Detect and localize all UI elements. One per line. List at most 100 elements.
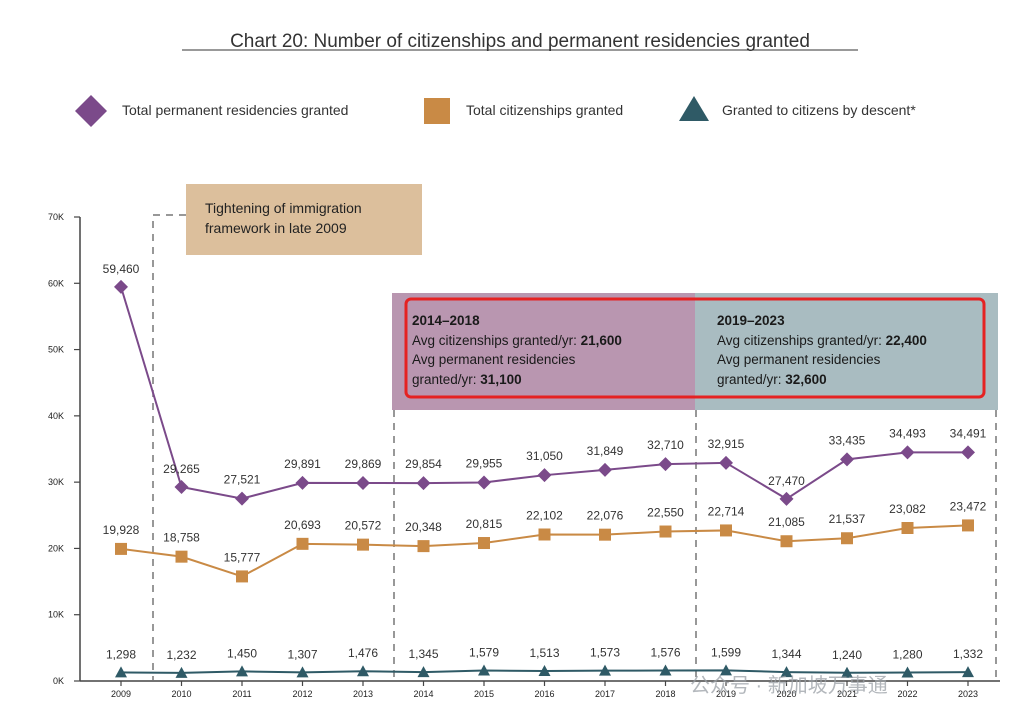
descent-point (901, 666, 914, 678)
data-label: 1,240 (832, 648, 862, 662)
data-label: 1,599 (711, 645, 741, 659)
descent-point (599, 664, 611, 676)
period1-line2: Avg permanent residencies (412, 352, 576, 367)
citizenship-point (236, 570, 248, 583)
period2-heading: 2019–2023 (717, 313, 785, 328)
data-label: 29,854 (405, 457, 442, 471)
data-label: 1,513 (529, 646, 559, 660)
citizenship-point (780, 535, 793, 548)
x-tick-label: 2012 (292, 689, 312, 699)
pr-point (114, 279, 128, 294)
descent-point (720, 664, 732, 676)
citizenship-point (175, 550, 188, 563)
x-tick-label: 2017 (595, 689, 615, 699)
pr-point (416, 476, 431, 491)
y-tick-label: 60K (48, 278, 64, 288)
data-label: 34,493 (889, 426, 926, 440)
watermark-text: 公众号 · 新加坡万事通 (690, 674, 888, 697)
highlight-outline (404, 297, 986, 399)
data-label: 21,537 (829, 512, 866, 526)
period2-line1: Avg citizenships granted/yr: 22,400 (717, 333, 927, 348)
data-label: 1,344 (771, 647, 801, 661)
period2-line2: Avg permanent residencies (717, 352, 881, 367)
x-tick-label: 2011 (232, 689, 251, 699)
data-label: 22,076 (587, 509, 624, 523)
legend-label-citizenships: Total citizenships granted (466, 102, 623, 118)
period1-line1: Avg citizenships granted/yr: 21,600 (412, 333, 622, 348)
data-label: 23,472 (950, 499, 987, 513)
pr-point (900, 445, 915, 460)
citizenship-point (720, 524, 732, 537)
pr-point (477, 475, 491, 490)
x-tick-label: 2020 (776, 689, 796, 699)
series-layer: 59,460 29,265 27,521 29,891 29,869 29,854 29,9… (103, 262, 987, 678)
citizenship-point (417, 540, 430, 553)
data-label: 31,050 (526, 449, 563, 463)
y-tick-label: 70K (48, 212, 64, 222)
data-label: 22,714 (708, 504, 745, 518)
data-label: 31,849 (587, 444, 624, 458)
data-label: 1,576 (650, 646, 680, 660)
tightening-box (186, 184, 422, 255)
y-tick-label: 20K (48, 543, 64, 553)
data-label: 22,102 (526, 508, 563, 522)
data-label: 34,491 (950, 426, 987, 440)
descent-point (417, 666, 430, 678)
data-label: 1,232 (166, 648, 196, 662)
data-label: 20,348 (405, 520, 442, 534)
data-label: 21,085 (768, 515, 805, 529)
period1-annotation: 2014–2018 Avg citizenships granted/yr: 2… (412, 313, 622, 387)
pr-point (235, 491, 249, 506)
data-label: 1,280 (892, 648, 922, 662)
legend-square-icon (424, 98, 450, 124)
descent-point (780, 666, 793, 678)
legend-triangle-icon (679, 96, 709, 121)
citizenship-point (478, 537, 490, 550)
data-label: 29,955 (466, 456, 503, 470)
citizenship-point (901, 521, 914, 534)
x-tick-label: 2023 (958, 689, 978, 699)
descent-point (175, 666, 188, 678)
data-label: 1,476 (348, 646, 378, 660)
pr-point (840, 452, 854, 467)
descent-point (962, 666, 974, 678)
data-label: 20,693 (284, 518, 321, 532)
descent-point (841, 666, 853, 678)
pr-point (658, 457, 673, 472)
x-tick-label: 2009 (111, 689, 131, 699)
data-label: 1,450 (227, 646, 257, 660)
x-tick-label: 2013 (353, 689, 373, 699)
pr-point (779, 491, 794, 506)
descent-point (357, 665, 369, 677)
y-tick-label: 40K (48, 411, 64, 421)
tightening-line1: Tightening of immigration (205, 200, 362, 216)
data-label: 1,345 (408, 647, 438, 661)
data-label: 1,579 (469, 646, 499, 660)
data-label: 1,573 (590, 646, 620, 660)
tightening-guide (152, 214, 186, 680)
y-ticks: 0K 10K 20K 30K 40K 50K 60K 70K (48, 212, 80, 686)
x-tick-label: 2010 (171, 689, 191, 699)
data-label: 59,460 (103, 262, 140, 276)
descent-point (115, 666, 127, 678)
descent-point (296, 666, 309, 678)
data-label: 22,550 (647, 506, 684, 520)
descent-point (236, 665, 248, 677)
x-tick-label: 2021 (837, 689, 857, 699)
tightening-line2: framework in late 2009 (205, 220, 347, 236)
citizenship-point (357, 538, 369, 551)
data-label: 23,082 (889, 502, 926, 516)
legend-label-descent: Granted to citizens by descent* (722, 102, 916, 118)
x-tick-label: 2022 (897, 689, 917, 699)
y-tick-label: 30K (48, 477, 64, 487)
x-tick-label: 2016 (534, 689, 554, 699)
descent-point (478, 664, 490, 676)
data-label: 27,470 (768, 474, 805, 488)
pr-point (719, 455, 733, 470)
pr-point (295, 475, 310, 490)
pr-point (356, 476, 370, 491)
y-tick-label: 0K (53, 676, 64, 686)
citizenship-point (659, 525, 672, 538)
pr-point (598, 462, 612, 477)
